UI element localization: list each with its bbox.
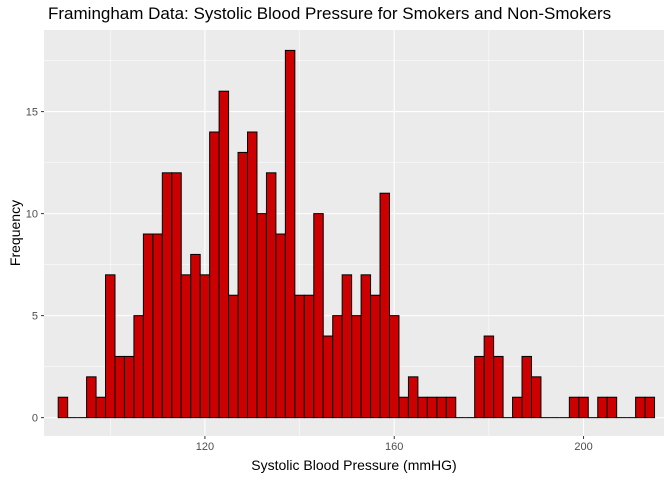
histogram-bar xyxy=(313,213,324,419)
histogram-bar xyxy=(578,396,589,419)
histogram-bar xyxy=(95,396,107,419)
histogram-bar xyxy=(322,335,334,419)
histogram-bar xyxy=(209,131,220,419)
histogram-bar xyxy=(644,396,656,419)
histogram-bar xyxy=(152,233,163,419)
histogram-bar xyxy=(388,315,400,419)
histogram-bar xyxy=(332,315,343,419)
histogram-bar xyxy=(218,90,230,419)
histogram-bar xyxy=(436,396,447,419)
histogram-bar xyxy=(105,274,116,419)
chart-title: Framingham Data: Systolic Blood Pressure… xyxy=(48,4,612,23)
y-axis-title: Frequency xyxy=(7,200,23,266)
x-axis-title: Systolic Blood Pressure (mmHG) xyxy=(251,457,456,473)
histogram-bar xyxy=(237,151,249,419)
histogram-bar xyxy=(199,274,211,419)
y-tick-label: 5 xyxy=(32,311,38,323)
histogram-bar xyxy=(360,274,372,419)
histogram-bar xyxy=(247,131,258,419)
histogram-bar xyxy=(265,172,277,419)
histogram-bar xyxy=(351,315,362,419)
histogram-bar xyxy=(512,396,523,419)
histogram-bar xyxy=(142,233,154,419)
histogram-bar xyxy=(171,172,182,419)
histogram-bar xyxy=(228,294,239,419)
histogram-bar xyxy=(635,396,646,419)
y-tick-label: 15 xyxy=(26,107,38,119)
histogram-bars xyxy=(57,49,656,419)
histogram-bar xyxy=(568,396,580,419)
histogram-bar xyxy=(474,355,485,419)
histogram-bar xyxy=(493,355,504,419)
histogram-bar xyxy=(180,274,192,419)
histogram-bar xyxy=(426,396,438,419)
histogram-bar xyxy=(398,396,409,419)
histogram-bar xyxy=(114,355,125,419)
x-axis: 120 160 200 xyxy=(196,436,593,453)
histogram-bar xyxy=(417,396,428,419)
histogram-bar xyxy=(407,376,419,419)
histogram-bar xyxy=(370,294,381,419)
histogram-bar xyxy=(341,274,353,419)
histogram-bar xyxy=(483,335,495,419)
y-tick-label: 0 xyxy=(32,413,38,425)
histogram-bar xyxy=(445,396,457,419)
histogram-bar xyxy=(521,355,532,419)
histogram-bar xyxy=(606,396,618,419)
histogram-bar xyxy=(303,294,315,419)
histogram-bar xyxy=(161,172,173,419)
histogram-bar xyxy=(294,294,305,419)
y-axis: 0 5 10 15 xyxy=(26,107,44,425)
histogram-bar xyxy=(284,49,296,419)
x-tick-label: 160 xyxy=(385,441,403,453)
x-tick-label: 200 xyxy=(574,441,592,453)
histogram-bar xyxy=(597,396,608,419)
histogram-bar xyxy=(190,253,201,419)
histogram-bar xyxy=(530,376,542,419)
x-tick-label: 120 xyxy=(196,441,214,453)
histogram-bar xyxy=(57,396,69,419)
y-tick-label: 10 xyxy=(26,209,38,221)
histogram-bar xyxy=(256,213,267,419)
histogram-bar xyxy=(133,315,144,419)
histogram-bar xyxy=(275,233,286,419)
histogram-bar xyxy=(86,376,97,419)
histogram-bar xyxy=(123,355,135,419)
histogram-bar xyxy=(379,192,390,419)
